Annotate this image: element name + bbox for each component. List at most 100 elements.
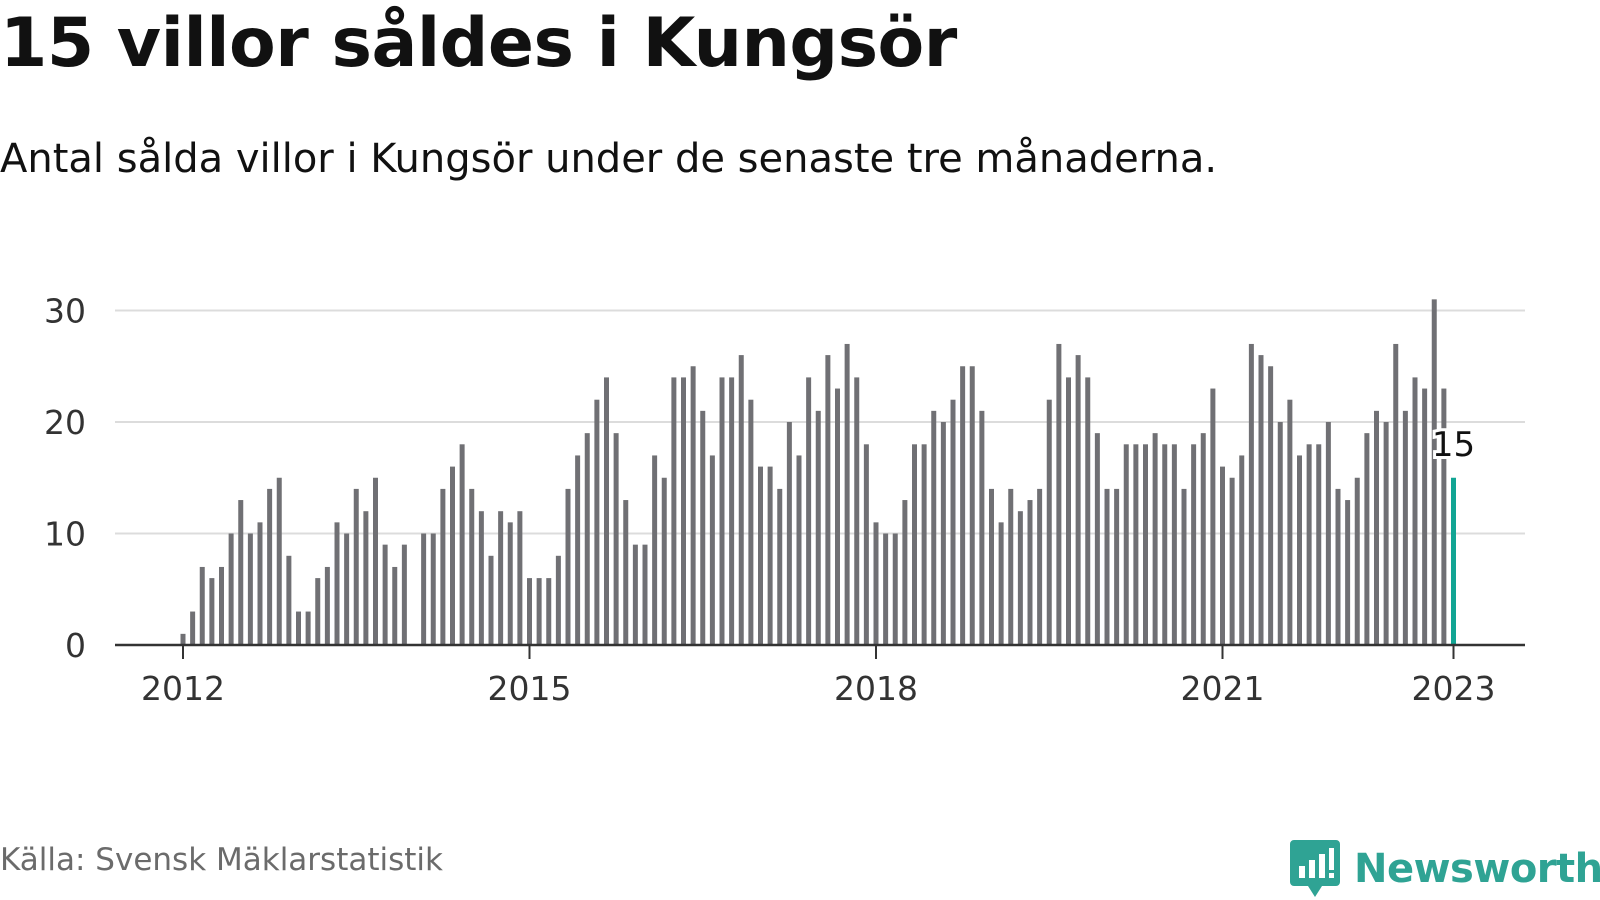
y-tick-label: 30 <box>44 292 86 331</box>
bar <box>1441 388 1447 645</box>
bar <box>247 533 253 645</box>
bar <box>1354 477 1360 645</box>
bar <box>334 522 340 645</box>
bar <box>1402 410 1408 645</box>
bar <box>623 500 629 645</box>
bar <box>815 410 821 645</box>
bar <box>1027 500 1033 645</box>
bar <box>1085 377 1091 645</box>
bar <box>1094 433 1100 645</box>
y-tick-label: 0 <box>65 626 86 665</box>
bar <box>1220 466 1225 645</box>
bar <box>536 578 542 645</box>
bar <box>700 410 706 645</box>
bar <box>1306 444 1312 645</box>
bar <box>450 466 455 645</box>
bar <box>1335 488 1341 645</box>
bar <box>854 377 860 645</box>
bar <box>1412 377 1418 645</box>
bar <box>527 578 532 645</box>
bar <box>1229 477 1235 645</box>
bar <box>238 500 244 645</box>
bar <box>594 399 600 645</box>
bar <box>777 488 783 645</box>
bar <box>1268 366 1274 645</box>
bar <box>1162 444 1168 645</box>
bar <box>1056 343 1062 645</box>
bar <box>709 455 715 645</box>
bar <box>652 455 658 645</box>
bar <box>180 633 186 645</box>
bar <box>1046 399 1052 645</box>
bar <box>729 377 735 645</box>
bar <box>315 578 321 645</box>
bar <box>979 410 985 645</box>
bar <box>632 544 638 645</box>
bar <box>219 566 224 645</box>
bar <box>1239 455 1245 645</box>
bar <box>969 366 975 645</box>
brand-logo[interactable]: Newsworthy <box>1290 840 1600 898</box>
bar <box>998 522 1004 645</box>
bar <box>546 578 552 645</box>
bar <box>1152 433 1158 645</box>
bar <box>324 566 330 645</box>
bar <box>1210 388 1216 645</box>
bar <box>1422 388 1428 645</box>
bar <box>912 444 917 645</box>
bar <box>1248 343 1254 645</box>
bar <box>1287 399 1293 645</box>
bar <box>671 377 677 645</box>
bar <box>1258 355 1264 645</box>
bar <box>190 611 196 645</box>
bar <box>642 544 648 645</box>
x-tick-label: 2018 <box>834 669 918 708</box>
newsworthy-logo-icon <box>1290 840 1340 897</box>
bar <box>344 533 350 645</box>
bar <box>883 533 889 645</box>
bar <box>1277 422 1283 645</box>
bar <box>940 422 946 645</box>
bar <box>604 377 609 645</box>
bar <box>767 466 773 645</box>
bar <box>584 433 590 645</box>
bar <box>373 477 378 645</box>
bar <box>276 477 282 645</box>
bar <box>1316 444 1322 645</box>
x-tick-label: 2015 <box>488 669 572 708</box>
bar <box>902 500 908 645</box>
bar <box>825 355 831 645</box>
bar <box>1345 500 1351 645</box>
bar <box>1191 444 1197 645</box>
bar <box>478 511 484 645</box>
bar <box>1200 433 1206 645</box>
bar <box>421 533 427 645</box>
bar <box>1143 444 1148 645</box>
bar <box>873 522 879 645</box>
bar <box>517 511 523 645</box>
bar <box>681 377 686 645</box>
bar <box>786 422 792 645</box>
bar <box>488 555 494 645</box>
bar <box>1393 343 1399 645</box>
bar <box>575 455 581 645</box>
bar <box>363 511 369 645</box>
y-tick-label: 20 <box>44 403 86 442</box>
bar <box>507 522 513 645</box>
bar <box>1133 444 1139 645</box>
bar <box>613 433 619 645</box>
bar <box>931 410 937 645</box>
bar <box>209 578 215 645</box>
bar <box>1383 422 1389 645</box>
bar <box>440 488 446 645</box>
bar <box>1075 355 1081 645</box>
bar <box>835 388 840 645</box>
bar <box>960 366 966 645</box>
bar <box>844 343 850 645</box>
bar <box>1374 410 1379 645</box>
bar <box>1325 422 1331 645</box>
bar <box>863 444 869 645</box>
bar <box>921 444 927 645</box>
bar <box>1297 455 1302 645</box>
